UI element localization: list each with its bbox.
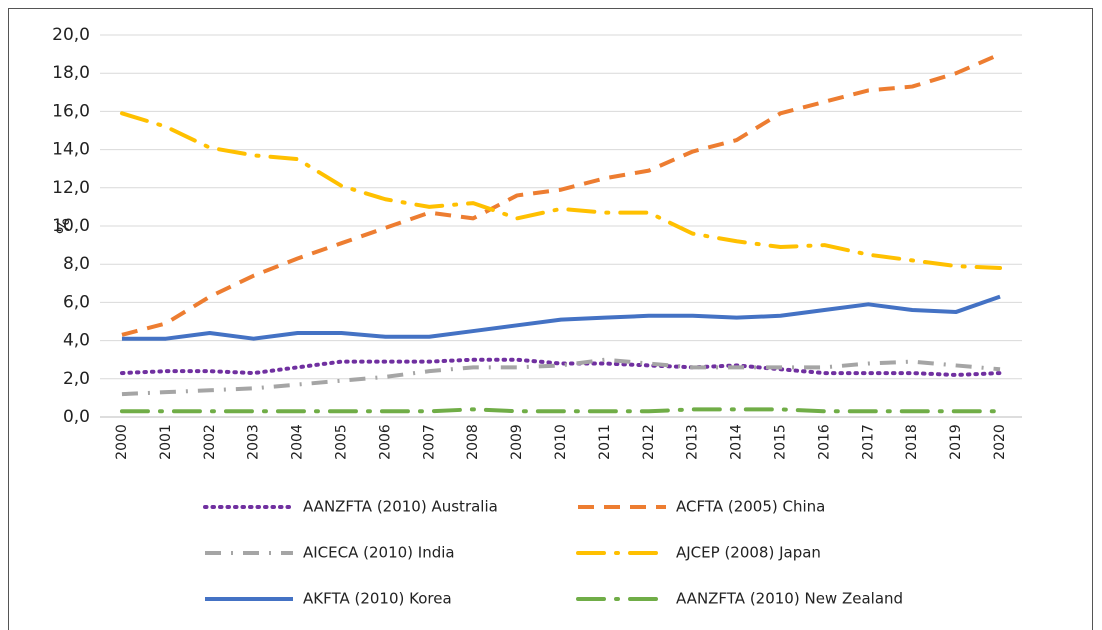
x-tick-label: 2014 (729, 424, 745, 460)
x-tick-label: 2013 (685, 424, 701, 460)
frame (8, 8, 1093, 630)
legend-label: AICECA (2010) India (303, 544, 455, 562)
series-line (121, 294, 1001, 341)
legend-label: ACFTA (2005) China (676, 498, 825, 516)
y-axis-label: % (54, 218, 74, 234)
legend-label: AKFTA (2010) Korea (303, 590, 452, 608)
y-tick-label: 16,0 (52, 101, 90, 121)
y-tick-label: 6,0 (63, 292, 90, 312)
y-tick-label: 4,0 (63, 331, 90, 351)
legend-label: AJCEP (2008) Japan (676, 544, 821, 562)
y-tick-label: 10,0 (52, 216, 90, 236)
y-tick-label: 2,0 (63, 369, 90, 389)
x-tick-label: 2012 (641, 424, 657, 460)
legend-label: AANZFTA (2010) Australia (303, 498, 498, 516)
x-tick-label: 2003 (246, 424, 262, 460)
series-line (119, 357, 1003, 377)
x-tick-label: 2015 (773, 424, 789, 460)
x-tick-label: 2006 (377, 424, 393, 460)
x-tick-label: 2008 (465, 424, 481, 460)
y-tick-label: 8,0 (63, 254, 90, 274)
x-tick-label: 2007 (421, 424, 437, 460)
x-tick-label: 2018 (904, 424, 920, 460)
x-tick-label: 2010 (553, 424, 569, 460)
y-tick-label: 20,0 (52, 25, 90, 45)
legend-label: AANZFTA (2010) New Zealand (676, 590, 903, 608)
y-tick-label: 0,0 (63, 407, 90, 427)
x-tick-label: 2019 (948, 424, 964, 460)
y-tick-label: 14,0 (52, 140, 90, 160)
x-tick-label: 2004 (290, 424, 306, 460)
x-tick-label: 2005 (333, 424, 349, 460)
x-tick-label: 2002 (202, 424, 218, 460)
x-tick-label: 2020 (992, 424, 1008, 460)
x-tick-label: 2009 (509, 424, 525, 460)
x-tick-label: 2011 (597, 424, 613, 460)
y-tick-label: 12,0 (52, 178, 90, 198)
y-tick-label: 18,0 (52, 63, 90, 83)
x-tick-label: 2016 (816, 424, 832, 460)
x-tick-label: 2000 (114, 424, 130, 460)
series-line (121, 52, 1001, 337)
x-tick-label: 2001 (158, 424, 174, 460)
x-tick-label: 2017 (860, 424, 876, 460)
series-line (119, 407, 1003, 414)
series-line (121, 357, 1001, 397)
